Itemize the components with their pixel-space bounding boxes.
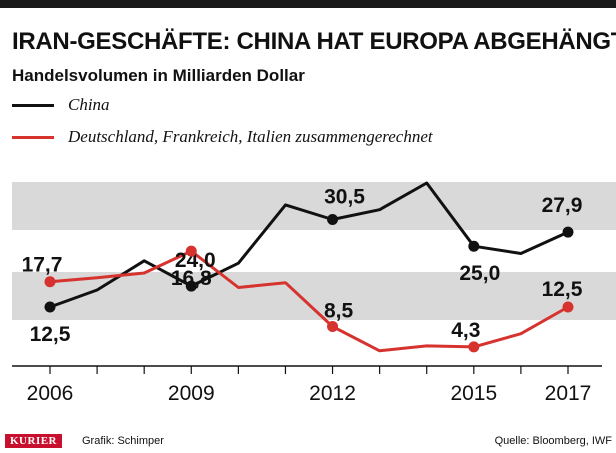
brand-logo: KURIER [5, 434, 63, 448]
data-point-china-2017 [562, 226, 574, 238]
chart-subtitle: Handelsvolumen in Milliarden Dollar [12, 66, 305, 85]
data-point-china-2012 [327, 213, 339, 225]
x-tick-label-2006: 2006 [27, 382, 74, 405]
data-point-europe-2015 [468, 341, 480, 353]
top-bar [0, 0, 616, 8]
legend-swatch-europe [12, 135, 54, 139]
data-point-europe-2012 [327, 320, 339, 332]
legend-item-china: China [12, 94, 110, 116]
series-line-europe [48, 249, 570, 353]
data-label-china-2017: 27,9 [542, 194, 583, 217]
data-point-china-2015 [468, 240, 480, 252]
legend-label-china: China [68, 95, 110, 114]
footer: KURIER Grafik: Schimper Quelle: Bloomber… [0, 432, 616, 453]
data-label-europe-2012: 8,5 [324, 299, 354, 322]
x-tick-label-2015: 2015 [450, 382, 497, 405]
data-label-china-2006: 12,5 [30, 323, 71, 346]
data-label-china-2012: 30,5 [324, 185, 365, 208]
background-band-upper [12, 182, 616, 230]
legend-item-europe: Deutschland, Frankreich, Italien zusamme… [12, 126, 433, 148]
x-tick-label-2017: 2017 [545, 382, 592, 405]
data-label-china-2015: 25,0 [459, 262, 500, 285]
data-point-europe-2017 [562, 301, 574, 313]
legend-label-europe: Deutschland, Frankreich, Italien zusamme… [68, 127, 433, 146]
x-tick-label-2009: 2009 [168, 382, 215, 405]
chart-title: IRAN-GESCHÄFTE: CHINA HAT EUROPA ABGEHÄN… [12, 28, 616, 55]
source-note: Quelle: Bloomberg, IWF [494, 435, 612, 447]
legend-swatch-china [12, 103, 54, 107]
data-point-china-2006 [44, 301, 56, 313]
x-tick-label-2012: 2012 [309, 382, 356, 405]
data-label-europe-2017: 12,5 [542, 278, 583, 301]
data-label-china-2009: 24,0 [175, 249, 216, 272]
series-line-china [48, 181, 570, 309]
data-label-europe-2009: 16,8 [171, 267, 212, 290]
data-label-europe-2015: 4,3 [451, 319, 480, 342]
background-band-lower [12, 272, 616, 320]
data-point-europe-2006 [44, 276, 56, 288]
data-point-europe-2009 [185, 245, 197, 257]
data-label-europe-2006: 17,7 [22, 254, 63, 277]
graphic-credit: Grafik: Schimper [82, 435, 164, 447]
data-point-china-2009 [185, 280, 197, 292]
